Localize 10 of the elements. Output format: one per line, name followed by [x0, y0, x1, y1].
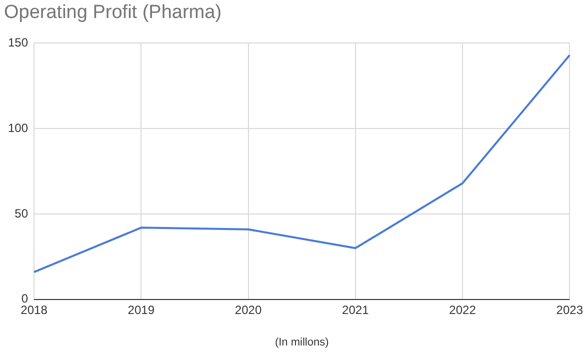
x-tick-label: 2022 — [449, 302, 476, 317]
y-tick-label: 100 — [8, 120, 28, 135]
x-tick-label: 2020 — [234, 302, 262, 317]
x-tick-label: 2021 — [342, 302, 370, 317]
x-tick-label: 2019 — [128, 302, 155, 317]
x-axis-title: (In millons) — [274, 336, 329, 348]
x-tick-label: 2023 — [556, 302, 584, 317]
y-tick-label: 50 — [14, 206, 28, 220]
chart-title: Operating Profit (Pharma) — [4, 2, 222, 24]
y-tick-label: 150 — [8, 36, 28, 50]
